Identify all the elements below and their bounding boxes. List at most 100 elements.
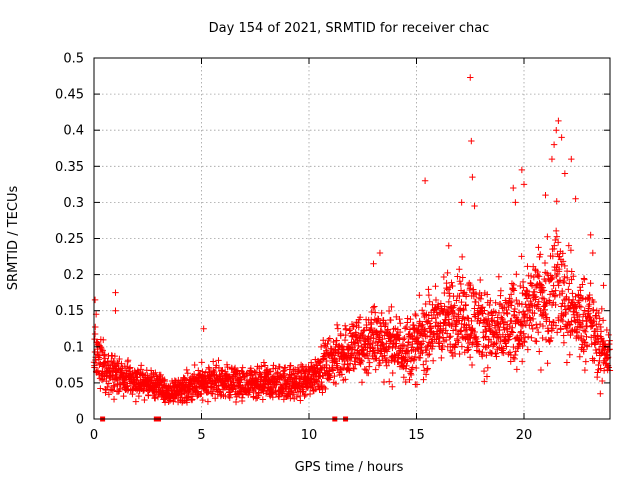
data-point <box>561 170 569 177</box>
data-point <box>428 315 436 322</box>
data-point <box>145 376 152 383</box>
data-point <box>299 363 306 370</box>
data-point <box>540 295 548 303</box>
data-point <box>312 385 319 393</box>
data-point <box>157 371 164 379</box>
data-point <box>141 396 148 404</box>
data-point <box>99 375 107 383</box>
data-point <box>534 301 541 308</box>
data-point <box>597 328 605 335</box>
data-point <box>478 292 485 299</box>
data-point <box>524 263 531 270</box>
data-point <box>120 392 127 400</box>
data-point <box>572 195 579 202</box>
data-point <box>518 358 526 365</box>
data-point <box>549 253 557 260</box>
data-point <box>393 340 400 347</box>
data-point <box>531 288 538 295</box>
data-point <box>91 296 99 304</box>
data-point <box>569 290 576 297</box>
data-point <box>598 377 606 385</box>
data-point <box>404 358 411 365</box>
data-point <box>555 282 562 289</box>
data-point <box>482 333 489 340</box>
data-point <box>269 394 277 401</box>
data-point <box>420 310 427 317</box>
data-point <box>579 281 586 288</box>
data-point <box>104 383 111 391</box>
data-point <box>338 371 346 378</box>
data-point <box>258 363 265 370</box>
data-point <box>582 328 589 335</box>
data-point <box>481 378 488 385</box>
data-point <box>364 355 372 362</box>
data-point <box>535 244 542 251</box>
data-point <box>593 325 601 333</box>
data-point <box>445 242 452 249</box>
data-point <box>322 385 329 393</box>
data-point <box>599 317 607 324</box>
data-point <box>577 287 584 294</box>
data-point <box>420 361 427 368</box>
data-point <box>579 295 587 302</box>
data-point <box>100 336 107 344</box>
data-point <box>566 280 573 287</box>
data-point <box>327 374 334 381</box>
data-point <box>477 276 484 284</box>
data-point <box>584 295 591 302</box>
data-point <box>468 137 475 145</box>
data-point <box>219 367 226 374</box>
data-point <box>350 365 357 372</box>
data-point <box>403 323 410 331</box>
data-point <box>423 332 431 340</box>
data-point <box>355 350 362 357</box>
data-point <box>429 301 436 308</box>
grid <box>94 58 610 419</box>
data-point <box>510 287 518 294</box>
data-point <box>422 300 429 308</box>
data-point <box>467 332 474 339</box>
data-point <box>587 231 594 239</box>
data-point <box>600 367 608 374</box>
data-point <box>568 318 575 325</box>
y-tick-label: 0.5 <box>63 52 84 67</box>
data-point <box>583 343 591 350</box>
data-point <box>432 283 439 290</box>
data-point <box>435 333 442 340</box>
data-point <box>523 287 530 294</box>
data-point <box>580 327 588 334</box>
data-point <box>376 249 384 257</box>
data-point <box>530 273 538 281</box>
data-point <box>510 343 517 351</box>
data-point <box>594 332 601 339</box>
data-point <box>418 307 426 314</box>
data-point <box>448 279 455 286</box>
data-point <box>426 298 433 305</box>
data-point <box>388 303 395 311</box>
data-point <box>533 321 540 328</box>
data-point <box>437 300 445 307</box>
data-point <box>487 297 494 304</box>
data-point <box>382 319 389 327</box>
data-point <box>400 363 407 371</box>
data-point <box>564 274 571 282</box>
data-point <box>124 356 132 364</box>
y-axis-label: SRMTID / TECUs <box>6 186 21 291</box>
data-point <box>383 348 391 355</box>
data-point <box>333 337 340 344</box>
data-point <box>570 273 577 280</box>
data-point <box>559 250 566 257</box>
y-tick-label: 0.3 <box>63 196 84 211</box>
data-point <box>184 393 192 401</box>
data-point <box>525 292 532 300</box>
data-point <box>474 338 481 345</box>
data-point <box>243 370 250 378</box>
data-point <box>469 173 476 181</box>
data-point <box>320 384 328 391</box>
data-point <box>440 273 448 281</box>
data-point <box>329 367 337 374</box>
data-point <box>373 318 381 326</box>
data-point <box>383 340 390 347</box>
data-point <box>414 334 422 341</box>
